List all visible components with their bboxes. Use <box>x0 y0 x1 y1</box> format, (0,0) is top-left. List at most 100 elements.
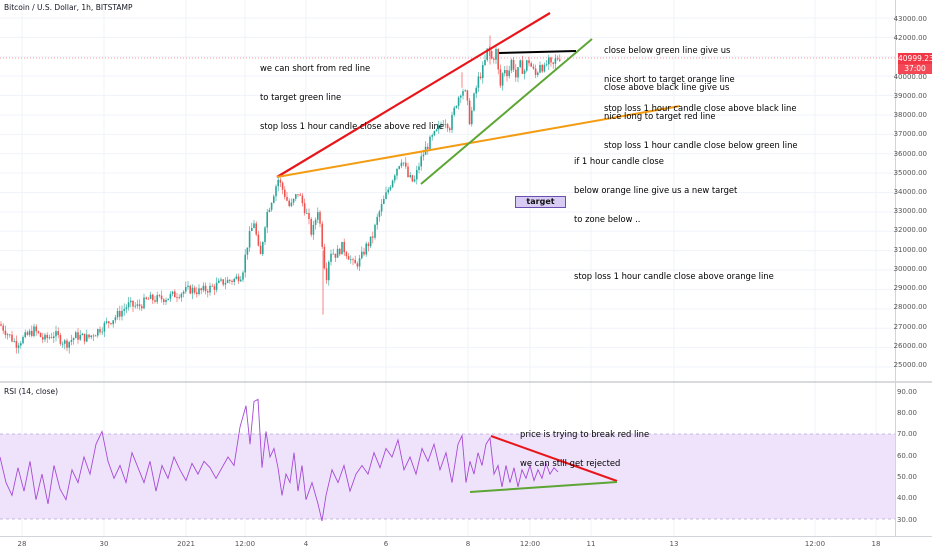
candle-body <box>240 279 242 282</box>
candle-body <box>504 70 506 74</box>
time-axis[interactable]: 28 30 2021 12:00 4 6 8 12:00 11 13 12:00… <box>18 540 881 548</box>
candle-body <box>345 252 348 257</box>
candle-body <box>515 69 517 78</box>
candle-body <box>438 125 440 130</box>
candle-body <box>306 213 308 214</box>
candle-body <box>332 253 334 255</box>
candle-body <box>2 325 4 331</box>
candle-body <box>9 334 11 336</box>
candle-body <box>154 300 156 302</box>
note-line: we can still get rejected <box>520 457 621 468</box>
candle-body <box>163 299 165 303</box>
candle-body <box>130 300 132 303</box>
candle-body <box>308 213 310 220</box>
candle-body <box>209 285 211 293</box>
candle-body <box>248 231 251 248</box>
green-trend-line[interactable] <box>420 38 593 185</box>
candle-body <box>55 331 57 337</box>
time-label: 8 <box>466 540 470 548</box>
price-scale[interactable]: 43000.00 42000.00 40000.00 39000.00 3800… <box>894 15 927 369</box>
candle-body <box>59 335 62 344</box>
candle-body <box>387 189 389 193</box>
candle-body <box>127 302 130 308</box>
price-label: 31000.00 <box>894 246 927 254</box>
candle-body <box>321 223 323 247</box>
candle-body <box>391 180 394 188</box>
candle-body <box>174 291 176 298</box>
candle-body <box>433 131 436 136</box>
candle-body <box>466 90 469 101</box>
candle-body <box>512 59 515 70</box>
candle-body <box>180 293 183 298</box>
candle-body <box>440 124 442 126</box>
candle-body <box>207 291 209 293</box>
candle-body <box>378 211 381 217</box>
target-box[interactable]: target <box>515 196 566 208</box>
candle-body <box>451 114 453 131</box>
candle-body <box>246 247 249 255</box>
candle-body <box>409 175 411 177</box>
candle-body <box>402 162 405 164</box>
candle-body <box>72 338 75 340</box>
black-break-note[interactable]: close above black line give us nice long… <box>604 64 798 160</box>
candle-body <box>352 259 354 261</box>
orange-trend-line[interactable] <box>276 105 681 178</box>
candle-body <box>460 95 462 98</box>
candle-body <box>237 276 240 282</box>
candle-body <box>273 196 275 203</box>
candle-body <box>119 311 121 317</box>
candle-body <box>255 223 257 235</box>
candle-body <box>116 311 119 318</box>
note-line: stop loss 1 hour candle close above oran… <box>574 271 774 282</box>
time-label: 18 <box>872 540 881 548</box>
candle-body <box>429 136 431 149</box>
candle-body <box>517 67 519 78</box>
candle-body <box>20 343 22 346</box>
rsi-red-trend-line[interactable] <box>490 435 618 482</box>
rsi-label: 30.00 <box>897 516 917 524</box>
candle-body <box>26 332 29 335</box>
candle-body <box>442 124 444 126</box>
candle-body <box>369 236 372 247</box>
candle-body <box>15 340 18 348</box>
red-trend-line[interactable] <box>276 12 551 178</box>
candle-body <box>57 331 59 336</box>
rsi-green-trend-line[interactable] <box>469 481 618 493</box>
rsi-note[interactable]: price is trying to break red line we can… <box>520 411 649 478</box>
candle-body <box>79 335 81 340</box>
symbol-title[interactable]: Bitcoin / U.S. Dollar, 1h, BITSTAMP <box>4 3 133 12</box>
green-break-note[interactable]: close below green line give us nice shor… <box>604 27 797 123</box>
candle-body <box>108 321 110 324</box>
candle-body <box>191 287 194 294</box>
candle-body <box>11 334 13 342</box>
rsi-series <box>0 398 559 522</box>
candle-body <box>160 295 163 300</box>
candle-body <box>266 211 268 228</box>
candle-body <box>497 48 499 70</box>
candle-body <box>99 329 101 333</box>
black-resistance-line[interactable] <box>498 50 577 54</box>
rsi-indicator-title[interactable]: RSI (14, close) <box>4 387 59 396</box>
candle-body <box>196 292 198 295</box>
price-label: 27000.00 <box>894 323 927 331</box>
candle-body <box>464 90 466 92</box>
candle-body <box>185 287 187 292</box>
rsi-scale[interactable]: 90.00 80.00 70.00 60.00 50.00 40.00 30.0… <box>897 388 917 524</box>
candle-body <box>200 288 202 291</box>
candle-body <box>385 192 387 199</box>
candle-body <box>4 330 7 335</box>
candle-body <box>356 263 359 267</box>
candle-body <box>455 105 458 108</box>
short-note[interactable]: we can short from red line to target gre… <box>260 45 444 141</box>
candle-body <box>422 154 425 157</box>
candle-body <box>123 309 125 311</box>
candle-body <box>101 331 103 333</box>
orange-break-note[interactable]: if 1 hour candle close below orange line… <box>574 138 774 292</box>
candle-body <box>226 279 229 283</box>
candle-body <box>389 187 392 190</box>
candle-body <box>292 198 295 203</box>
candle-body <box>405 162 407 167</box>
candle-body <box>475 87 477 94</box>
candle-body <box>376 216 378 225</box>
